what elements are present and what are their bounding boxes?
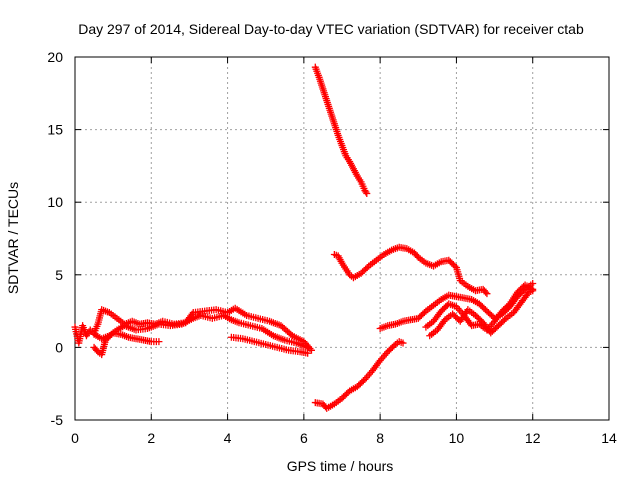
data-point: [307, 346, 315, 354]
data-point: [399, 339, 407, 347]
data-point: [363, 189, 371, 197]
y-tick-label: -5: [51, 412, 64, 428]
series-seg-j: [426, 287, 537, 340]
plot-frame: [74, 56, 610, 421]
series-seg-g: [311, 338, 407, 412]
data-point: [362, 188, 370, 196]
x-tick-label: 14: [601, 430, 617, 446]
data-point: [482, 288, 490, 296]
y-tick-label: 5: [55, 267, 63, 283]
data-point: [155, 338, 163, 346]
x-tick-label: 4: [224, 430, 232, 446]
data-point: [287, 330, 295, 338]
y-tick-label: 0: [55, 339, 63, 355]
series-seg-b: [90, 311, 312, 351]
data-point: [451, 262, 459, 270]
grid: [75, 57, 609, 420]
data-point: [529, 287, 537, 295]
series-seg-e: [311, 63, 371, 197]
x-tick-label: 10: [449, 430, 465, 446]
series-seg-c: [90, 329, 163, 359]
y-tick-label: 15: [47, 122, 63, 138]
series-seg-f: [330, 243, 491, 298]
data-series: [71, 63, 537, 412]
chart-title: Day 297 of 2014, Sidereal Day-to-day VTE…: [78, 21, 584, 37]
x-tick-label: 0: [71, 430, 79, 446]
x-axis-label: GPS time / hours: [287, 458, 394, 474]
series-seg-a: [71, 304, 315, 354]
x-tick-label: 2: [147, 430, 155, 446]
data-point: [108, 330, 116, 338]
data-point: [359, 377, 367, 385]
axis-ticks: 0 2 4 6 8 10 12 14 -5 0 5 10 15 20: [47, 49, 617, 446]
y-tick-label: 20: [47, 49, 63, 65]
x-tick-label: 12: [525, 430, 541, 446]
series-seg-d: [227, 333, 312, 357]
x-tick-label: 6: [300, 430, 308, 446]
y-tick-label: 10: [47, 194, 63, 210]
x-tick-label: 8: [376, 430, 384, 446]
y-axis-label: SDTVAR / TECUs: [5, 182, 21, 294]
data-point: [483, 290, 491, 298]
data-point: [304, 349, 312, 357]
